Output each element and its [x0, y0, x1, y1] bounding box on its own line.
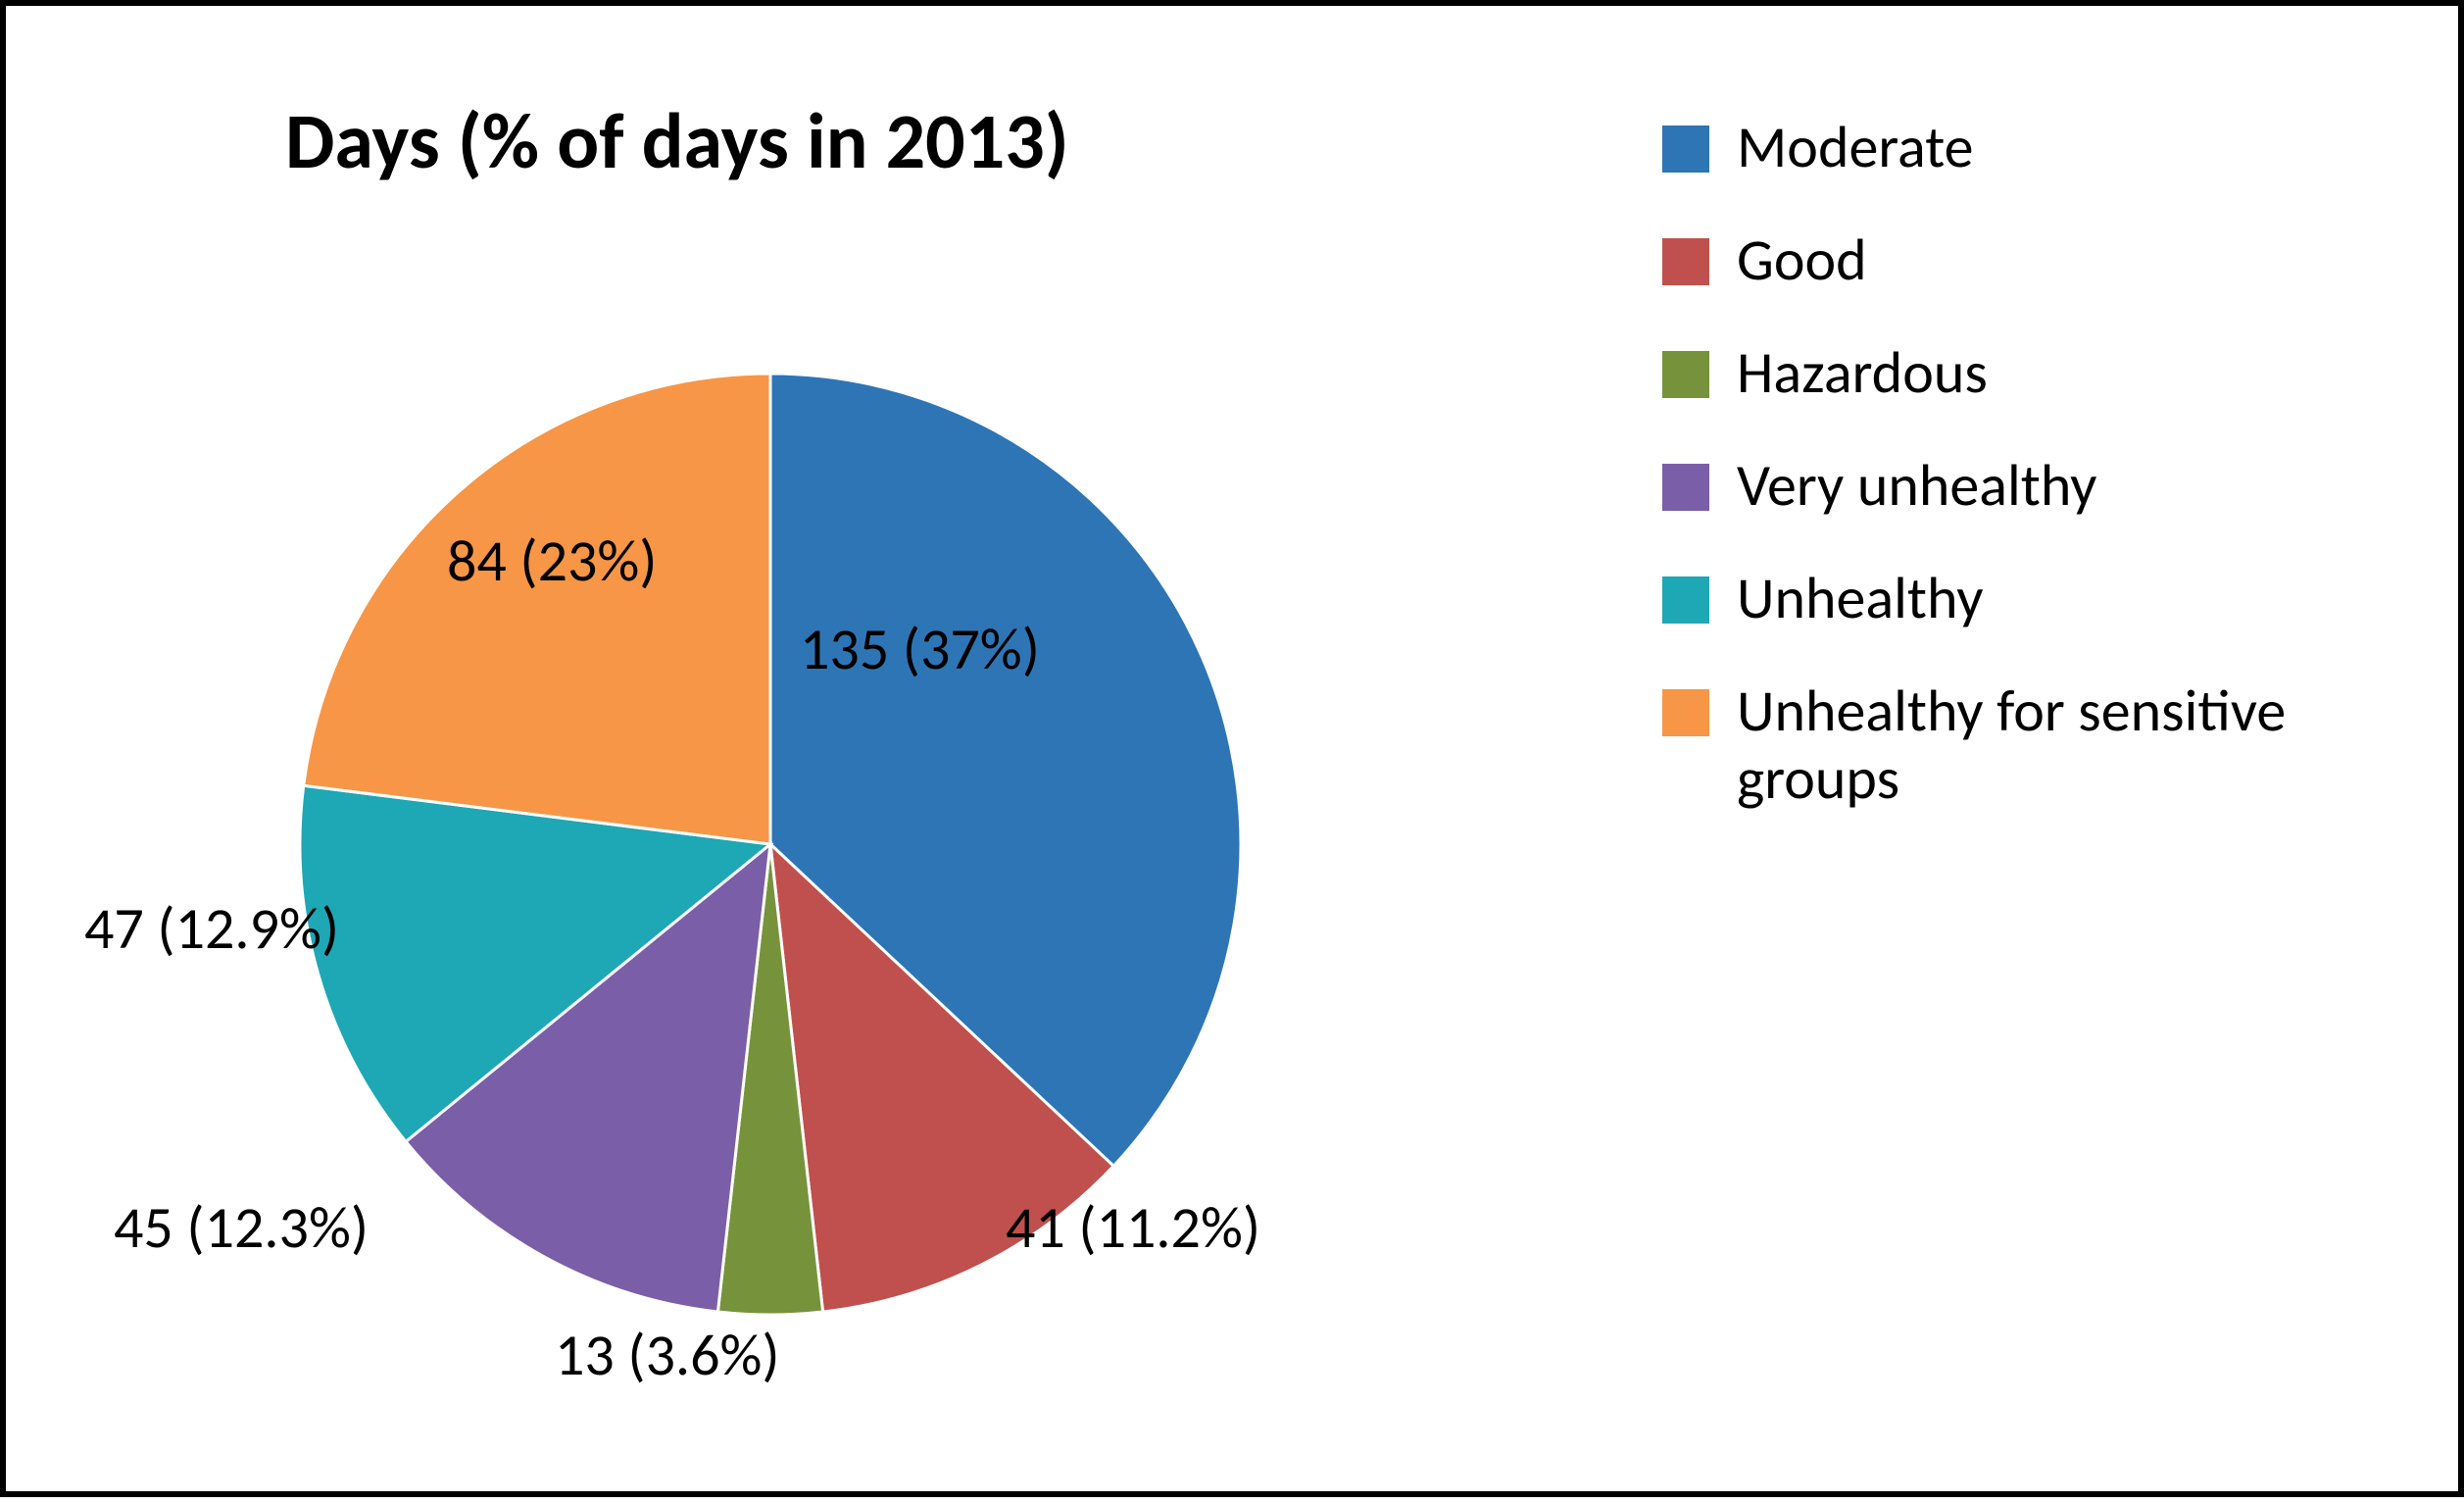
- data-label-unhealthy: 47 (12.9%): [84, 893, 339, 965]
- legend-swatch-good: [1662, 238, 1709, 285]
- data-label-very_unh: 45 (12.3%): [114, 1192, 369, 1264]
- legend-item-unhealthy: Unhealthy: [1662, 565, 2423, 677]
- legend-label-unh_sens: Unhealthy for sensitive groups: [1737, 677, 2423, 813]
- legend-swatch-unhealthy: [1662, 576, 1709, 624]
- legend-swatch-unh_sens: [1662, 689, 1709, 736]
- legend-label-moderate: Moderate: [1737, 114, 1974, 181]
- data-label-unh_sens: 84 (23%): [447, 526, 657, 597]
- data-label-hazardous: 13 (3.6%): [555, 1320, 780, 1391]
- data-label-good: 41 (11.2%): [1006, 1192, 1260, 1264]
- legend-item-very_unh: Very unhealthy: [1662, 452, 2423, 565]
- legend-swatch-moderate: [1662, 125, 1709, 173]
- legend-label-good: Good: [1737, 226, 1867, 294]
- legend-item-unh_sens: Unhealthy for sensitive groups: [1662, 677, 2423, 859]
- legend-label-unhealthy: Unhealthy: [1737, 565, 1984, 632]
- legend: Moderate Good Hazardous Very unhealthy Unhea…: [1662, 114, 2423, 859]
- chart-frame: Days (% of days in 2013) 135 (37%)41 (11…: [0, 0, 2464, 1497]
- legend-label-hazardous: Hazardous: [1737, 339, 1988, 407]
- legend-item-good: Good: [1662, 226, 2423, 339]
- legend-label-very_unh: Very unhealthy: [1737, 452, 2096, 520]
- legend-swatch-hazardous: [1662, 351, 1709, 398]
- legend-item-moderate: Moderate: [1662, 114, 2423, 226]
- data-label-moderate: 135 (37%): [800, 614, 1040, 685]
- pie-slice-unh_sens: [304, 374, 770, 844]
- legend-item-hazardous: Hazardous: [1662, 339, 2423, 452]
- legend-swatch-very_unh: [1662, 464, 1709, 511]
